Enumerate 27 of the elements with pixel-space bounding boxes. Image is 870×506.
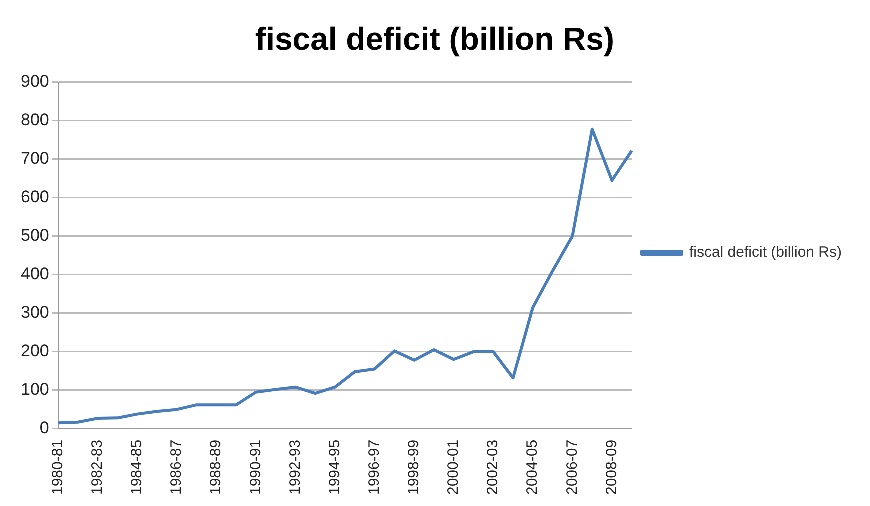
x-tick-label: 1988-89 [208, 440, 225, 496]
x-tick-label: 1986-87 [168, 440, 186, 496]
x-tick-label: 1998-99 [406, 440, 423, 496]
y-tick-label: 500 [20, 226, 50, 246]
y-tick-label: 900 [20, 72, 50, 92]
y-tick-label: 200 [20, 342, 50, 361]
y-tick-label: 0 [40, 418, 50, 438]
y-tick-label: 700 [20, 149, 50, 168]
y-tick-label: 800 [20, 110, 50, 130]
x-tick-label: 2008-09 [603, 440, 620, 496]
x-tick-label: 1996-97 [366, 440, 383, 496]
x-tick-label: 1990-91 [247, 440, 264, 496]
x-tick-label: 1980-81 [50, 440, 67, 496]
chart-title: fiscal deficit (billion Rs) [255, 21, 615, 58]
x-tick-label: 1994-95 [326, 440, 344, 496]
y-tick-label: 400 [20, 264, 50, 284]
legend-label: fiscal deficit (billion Rs) [689, 244, 842, 262]
x-tick-label: 1984-85 [128, 440, 146, 496]
x-tick-label: 1992-93 [286, 440, 304, 496]
x-tick-label: 2006-07 [564, 440, 581, 496]
y-tick-label: 100 [20, 380, 50, 400]
x-tick-label: 2000-01 [445, 440, 462, 496]
x-tick-label: 2002-03 [484, 440, 502, 496]
y-tick-label: 300 [20, 303, 50, 322]
y-tick-label: 600 [20, 188, 50, 207]
x-tick-label: 1982-83 [89, 440, 106, 496]
x-tick-label: 2004-05 [524, 440, 542, 496]
